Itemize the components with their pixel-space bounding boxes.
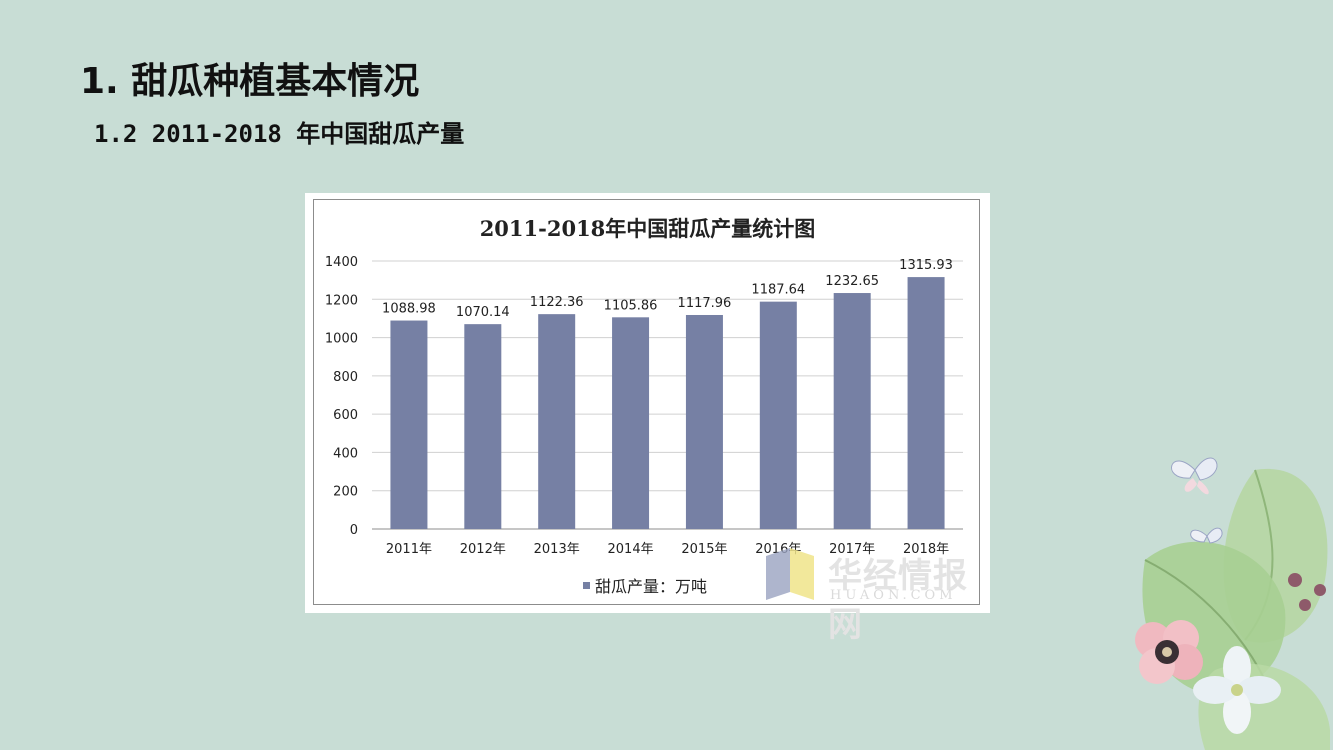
x-tick-label: 2017年 bbox=[829, 542, 875, 557]
y-tick-label: 600 bbox=[333, 408, 358, 423]
x-tick-label: 2018年 bbox=[903, 542, 949, 557]
legend-label: 甜瓜产量：万吨 bbox=[595, 577, 708, 596]
data-label: 1315.93 bbox=[899, 258, 953, 273]
data-label: 1122.36 bbox=[530, 295, 584, 310]
chart-frame bbox=[313, 199, 980, 605]
y-tick-label: 200 bbox=[333, 485, 358, 500]
bar bbox=[685, 314, 723, 529]
x-tick-label: 2011年 bbox=[386, 542, 432, 557]
watermark-text: 华经情报网 bbox=[828, 556, 968, 645]
slide-subtitle: 1.2 2011-2018 年中国甜瓜产量 bbox=[94, 120, 465, 148]
x-tick-label: 2015年 bbox=[681, 542, 727, 557]
slide-title: 1. 甜瓜种植基本情况 bbox=[80, 61, 420, 102]
watermark-logo-icon bbox=[766, 548, 814, 600]
y-tick-label: 800 bbox=[333, 370, 358, 385]
bar bbox=[759, 301, 797, 529]
bar bbox=[390, 320, 428, 529]
bar bbox=[464, 324, 502, 529]
y-tick-label: 1200 bbox=[325, 293, 358, 308]
chart-legend: 甜瓜产量：万吨 bbox=[583, 573, 707, 597]
bar-chart: 0 200 400 600 800 1000 1200 1400 1088.98 2011年 107… bbox=[325, 255, 963, 557]
data-label: 1070.14 bbox=[456, 305, 510, 320]
data-label: 1088.98 bbox=[382, 302, 436, 317]
bar bbox=[612, 317, 650, 529]
y-tick-label: 400 bbox=[333, 446, 358, 461]
x-tick-label: 2014年 bbox=[608, 542, 654, 557]
watermark-sub: HUAON.COM bbox=[830, 588, 957, 603]
chart-title: 2011-2018年中国甜瓜产量统计图 bbox=[479, 216, 816, 241]
bar bbox=[833, 293, 871, 529]
y-tick-label: 0 bbox=[350, 523, 358, 538]
floral-decoration-icon bbox=[1135, 457, 1330, 750]
watermark: 华经情报网 HUAON.COM bbox=[762, 548, 992, 645]
y-tick-label: 1000 bbox=[325, 332, 358, 347]
bar bbox=[907, 277, 945, 529]
data-label: 1187.64 bbox=[751, 283, 805, 298]
data-label: 1232.65 bbox=[825, 274, 879, 289]
data-label: 1105.86 bbox=[604, 298, 658, 313]
bar bbox=[538, 314, 576, 529]
y-tick-label: 1400 bbox=[325, 255, 358, 270]
chart-card: 2011-2018年中国甜瓜产量统计图 0 200 400 600 800 1000 120… bbox=[305, 193, 990, 613]
legend-swatch bbox=[583, 581, 590, 589]
data-label: 1117.96 bbox=[678, 296, 732, 311]
x-tick-label: 2013年 bbox=[534, 542, 580, 557]
x-tick-label: 2012年 bbox=[460, 542, 506, 557]
